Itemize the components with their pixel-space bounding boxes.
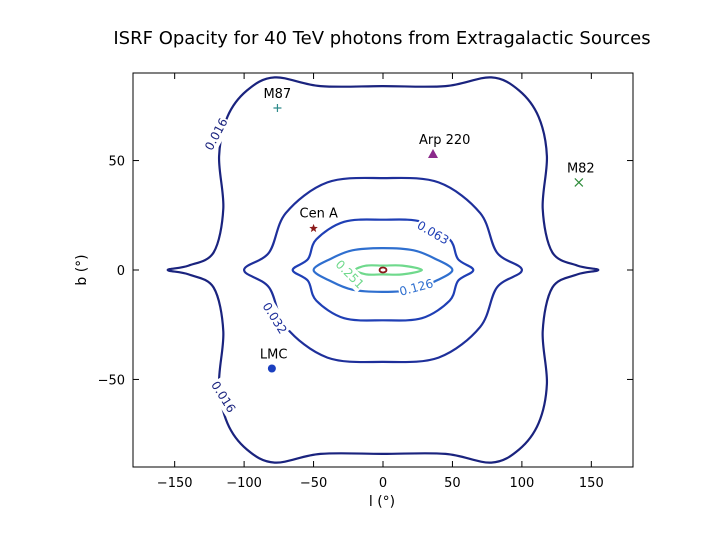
source-marker-m87 — [273, 104, 282, 113]
source-markers: M87 Arp 220 M82 Cen A LMC — [260, 87, 595, 373]
contour-label-bg — [258, 298, 291, 338]
x-axis-ticks: −150 −100 −50 0 50 100 150 — [157, 73, 604, 491]
y-tick-label: −50 — [98, 373, 125, 388]
contour-label-bg — [413, 216, 453, 249]
y-axis-label: b (°) — [74, 254, 90, 285]
x-tick-label: −50 — [300, 476, 327, 491]
x-axis-label: l (°) — [369, 494, 395, 510]
x-tick-label: 150 — [579, 476, 604, 491]
source-marker-cen-a — [309, 223, 318, 233]
x-tick-label: 100 — [509, 476, 534, 491]
source-marker-arp-220 — [428, 148, 438, 158]
contour-line-0-063 — [291, 218, 475, 322]
source-label: Arp 220 — [419, 133, 470, 148]
y-axis-ticks: −50 0 50 — [98, 155, 633, 388]
source-label: M82 — [567, 161, 595, 176]
plot-area — [132, 72, 634, 468]
source-label: Cen A — [300, 206, 338, 221]
x-tick-label: 0 — [379, 476, 387, 491]
contour-line-0-251 — [354, 264, 424, 276]
x-tick-label: −100 — [226, 476, 262, 491]
source-label: LMC — [260, 348, 288, 363]
contour-core — [378, 266, 388, 274]
contour-line-0-016 — [166, 76, 600, 464]
contour-label-bg — [200, 114, 232, 154]
source-marker-m82 — [574, 178, 584, 187]
contour-label-bg — [206, 377, 240, 417]
source-label: M87 — [263, 87, 291, 102]
contour-label-bg — [331, 255, 369, 293]
x-tick-label: 50 — [444, 476, 461, 491]
plot-frame — [132, 72, 634, 468]
y-tick-label: 0 — [117, 264, 125, 279]
chart-title: ISRF Opacity for 40 TeV photons from Ext… — [113, 28, 650, 49]
source-marker-lmc — [267, 364, 276, 373]
contour-line-0-126 — [312, 246, 454, 294]
contour-label-bg — [396, 275, 436, 300]
y-tick-label: 50 — [108, 155, 125, 170]
contour-lines — [166, 76, 600, 464]
contour-line-0-032 — [242, 176, 524, 364]
x-tick-label: −150 — [157, 476, 193, 491]
